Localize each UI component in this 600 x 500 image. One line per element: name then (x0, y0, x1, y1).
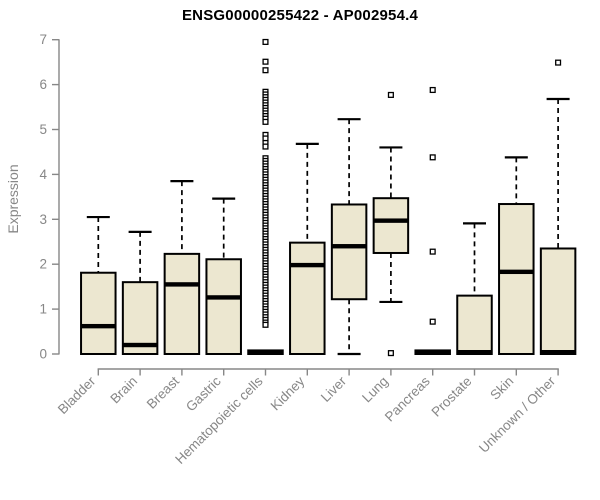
boxplot-gastric (205, 197, 242, 355)
median-line (290, 262, 325, 268)
boxplot-breast (163, 180, 201, 355)
iqr-box (539, 247, 577, 355)
median-line (206, 295, 241, 300)
y-tick-label: 5 (39, 122, 47, 137)
boxplot-lung (372, 91, 410, 357)
boxplot-pancreas (414, 86, 451, 355)
x-category-label: Gastric (183, 373, 224, 414)
iqr-box (205, 258, 242, 355)
outlier-point (262, 38, 269, 45)
y-tick-label: 3 (39, 212, 47, 227)
iqr-box (121, 281, 159, 355)
outlier-point (387, 350, 394, 357)
median-line (499, 269, 534, 275)
boxplot-brain (121, 230, 159, 355)
iqr-box (330, 203, 368, 301)
boxplot-prostate (456, 222, 493, 356)
iqr-box (498, 203, 535, 355)
x-category-label: Unknown / Other (476, 373, 559, 456)
outlier-point (262, 321, 269, 328)
chart-title: ENSG00000255422 - AP002954.4 (181, 7, 419, 24)
y-tick-label: 2 (39, 257, 47, 272)
boxplot-hematopoietic-cells (247, 38, 284, 355)
boxplot-bladder (80, 215, 117, 355)
x-category-label: Breast (144, 373, 182, 411)
median-line (122, 342, 158, 348)
outlier-point (555, 59, 562, 66)
outlier-point (387, 91, 394, 98)
iqr-box (372, 197, 410, 254)
outlier-point (429, 86, 436, 94)
outlier-point (262, 143, 269, 150)
iqr-box (80, 271, 117, 355)
x-category-label: Bladder (55, 373, 99, 417)
median-line (164, 282, 200, 287)
outlier-point (262, 58, 269, 65)
median-line (81, 323, 116, 329)
outlier-point (262, 67, 269, 74)
boxplot-kidney (289, 142, 326, 355)
x-category-label: Skin (487, 374, 516, 403)
median-line (331, 244, 367, 249)
x-category-label: Prostate (428, 374, 474, 420)
iqr-box (456, 294, 493, 356)
outlier-point (429, 154, 436, 161)
x-category-label: Pancreas (382, 373, 433, 424)
x-category-label: Kidney (268, 373, 308, 413)
iqr-box (289, 241, 326, 355)
boxplot-unknown-other (539, 59, 577, 355)
outlier-point (262, 118, 269, 125)
y-tick-label: 0 (39, 347, 47, 362)
median-line (540, 350, 576, 355)
y-tick-label: 4 (39, 167, 47, 182)
y-tick-label: 7 (39, 32, 47, 47)
outlier-point (429, 248, 436, 255)
median-line (248, 350, 283, 355)
outlier-point (429, 318, 436, 325)
iqr-box (163, 252, 201, 355)
median-line (457, 350, 492, 355)
median-line (373, 218, 409, 223)
boxplot-liver (330, 118, 368, 356)
x-category-label: Liver (318, 373, 350, 405)
median-line (415, 350, 450, 355)
boxplot-skin (498, 156, 535, 355)
y-tick-label: 1 (39, 302, 47, 317)
x-category-label: Lung (359, 374, 391, 406)
x-category-label: Brain (107, 374, 140, 407)
y-tick-label: 6 (39, 77, 47, 92)
